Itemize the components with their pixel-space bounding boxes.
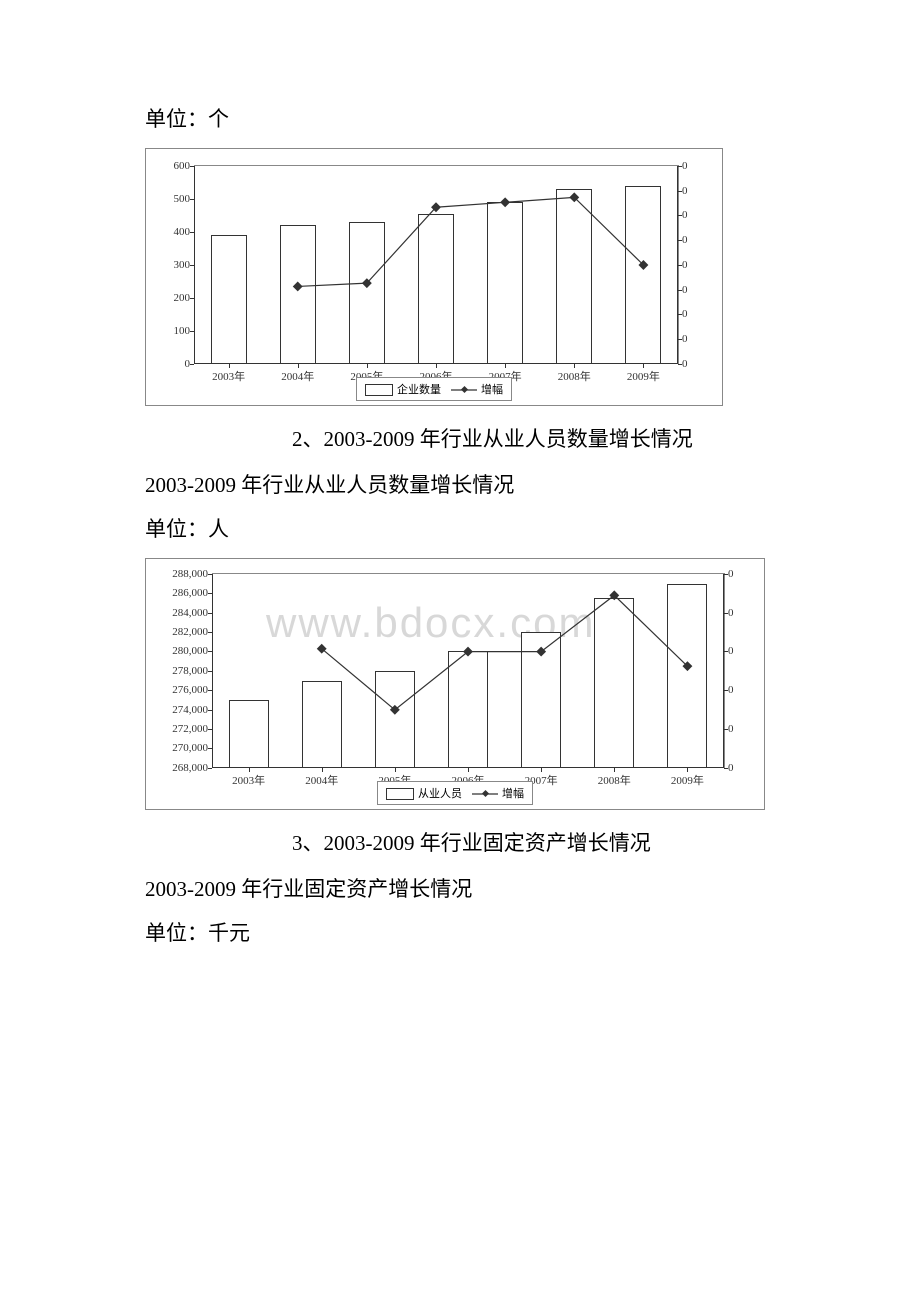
y-tick-mark xyxy=(190,265,194,266)
y-tick-label: 288,000 xyxy=(172,568,212,580)
r-tick-mark xyxy=(678,265,682,266)
r-tick-mark xyxy=(678,240,682,241)
r-tick-mark xyxy=(678,339,682,340)
y-tick-label: 280,000 xyxy=(172,645,212,657)
chart1-plot: 01002003004005006000000000002003年2004年20… xyxy=(194,165,679,364)
x-tick-mark xyxy=(614,768,615,772)
y-tick-label: 268,000 xyxy=(172,762,212,774)
y-tick-mark xyxy=(208,593,212,594)
r-tick-mark xyxy=(724,651,728,652)
section-heading-2: 2、2003-2009 年行业从业人员数量增长情况 xyxy=(145,416,775,462)
chart1-line-layer xyxy=(194,166,678,364)
r-tick-mark xyxy=(678,364,682,365)
bar-swatch xyxy=(365,384,393,396)
y-tick-label: 270,000 xyxy=(172,742,212,754)
y-tick-mark xyxy=(190,166,194,167)
y-tick-mark xyxy=(190,331,194,332)
chart-employees: www.bdocx.com 268,000270,000272,000274,0… xyxy=(145,558,765,810)
line-marker xyxy=(501,198,509,206)
legend-bar-item: 从业人员 xyxy=(386,785,462,801)
y-tick-mark xyxy=(208,651,212,652)
legend-bar-label: 从业人员 xyxy=(418,788,462,800)
y-tick-label: 286,000 xyxy=(172,587,212,599)
r-tick-mark xyxy=(678,314,682,315)
chart-enterprises: 01002003004005006000000000002003年2004年20… xyxy=(145,148,723,406)
bar-swatch xyxy=(386,788,414,800)
chart2-plot: 268,000270,000272,000274,000276,000278,0… xyxy=(212,573,725,768)
legend-line-label: 增幅 xyxy=(502,788,524,800)
y-tick-mark xyxy=(208,690,212,691)
series-line xyxy=(298,197,644,286)
unit-label-1: 单位：个 xyxy=(145,100,775,140)
x-tick-mark xyxy=(687,768,688,772)
y-tick-label: 282,000 xyxy=(172,626,212,638)
x-tick-mark xyxy=(643,364,644,368)
unit-label-2: 单位：人 xyxy=(145,510,775,550)
x-tick-mark xyxy=(367,364,368,368)
chart2-legend: 从业人员 增幅 xyxy=(377,781,533,805)
legend-line-item: 增幅 xyxy=(472,785,524,801)
x-tick-mark xyxy=(541,768,542,772)
r-tick-mark xyxy=(724,613,728,614)
y-tick-label: 272,000 xyxy=(172,723,212,735)
y-tick-mark xyxy=(208,632,212,633)
document-page: 单位：个 01002003004005006000000000002003年20… xyxy=(0,0,920,1302)
r-tick-mark xyxy=(678,290,682,291)
unit-label-3: 单位：千元 xyxy=(145,914,775,954)
legend-line-label: 增幅 xyxy=(481,384,503,396)
x-tick-mark xyxy=(436,364,437,368)
y-tick-mark xyxy=(208,613,212,614)
y-tick-mark xyxy=(208,729,212,730)
y-tick-mark xyxy=(190,232,194,233)
chart1-legend: 企业数量 增幅 xyxy=(356,377,512,401)
y-tick-mark xyxy=(208,710,212,711)
r-tick-mark xyxy=(724,574,728,575)
x-tick-mark xyxy=(574,364,575,368)
r-tick-mark xyxy=(724,729,728,730)
x-tick-mark xyxy=(468,768,469,772)
line-marker xyxy=(293,282,301,290)
y-tick-mark xyxy=(208,574,212,575)
y-tick-mark xyxy=(190,199,194,200)
y-tick-label: 274,000 xyxy=(172,704,212,716)
r-tick-mark xyxy=(678,215,682,216)
y-tick-mark xyxy=(208,748,212,749)
y-tick-mark xyxy=(190,298,194,299)
series-line xyxy=(322,595,688,709)
y-tick-mark xyxy=(190,364,194,365)
line-swatch xyxy=(472,789,498,799)
y-tick-label: 284,000 xyxy=(172,607,212,619)
r-tick-mark xyxy=(724,768,728,769)
subtitle-2: 2003-2009 年行业从业人员数量增长情况 xyxy=(145,466,775,506)
chart2-line-layer xyxy=(212,574,724,768)
legend-bar-item: 企业数量 xyxy=(365,381,441,397)
x-tick-mark xyxy=(249,768,250,772)
x-tick-mark xyxy=(229,364,230,368)
r-tick-mark xyxy=(678,191,682,192)
y-tick-label: 278,000 xyxy=(172,665,212,677)
y-tick-mark xyxy=(208,671,212,672)
x-tick-mark xyxy=(395,768,396,772)
x-tick-mark xyxy=(322,768,323,772)
legend-bar-label: 企业数量 xyxy=(397,384,441,396)
r-tick-mark xyxy=(678,166,682,167)
subtitle-3: 2003-2009 年行业固定资产增长情况 xyxy=(145,870,775,910)
section-heading-3: 3、2003-2009 年行业固定资产增长情况 xyxy=(145,820,775,866)
y-tick-label: 276,000 xyxy=(172,684,212,696)
line-swatch xyxy=(451,385,477,395)
legend-line-item: 增幅 xyxy=(451,381,503,397)
x-tick-mark xyxy=(298,364,299,368)
x-tick-mark xyxy=(505,364,506,368)
y-tick-mark xyxy=(208,768,212,769)
r-tick-mark xyxy=(724,690,728,691)
